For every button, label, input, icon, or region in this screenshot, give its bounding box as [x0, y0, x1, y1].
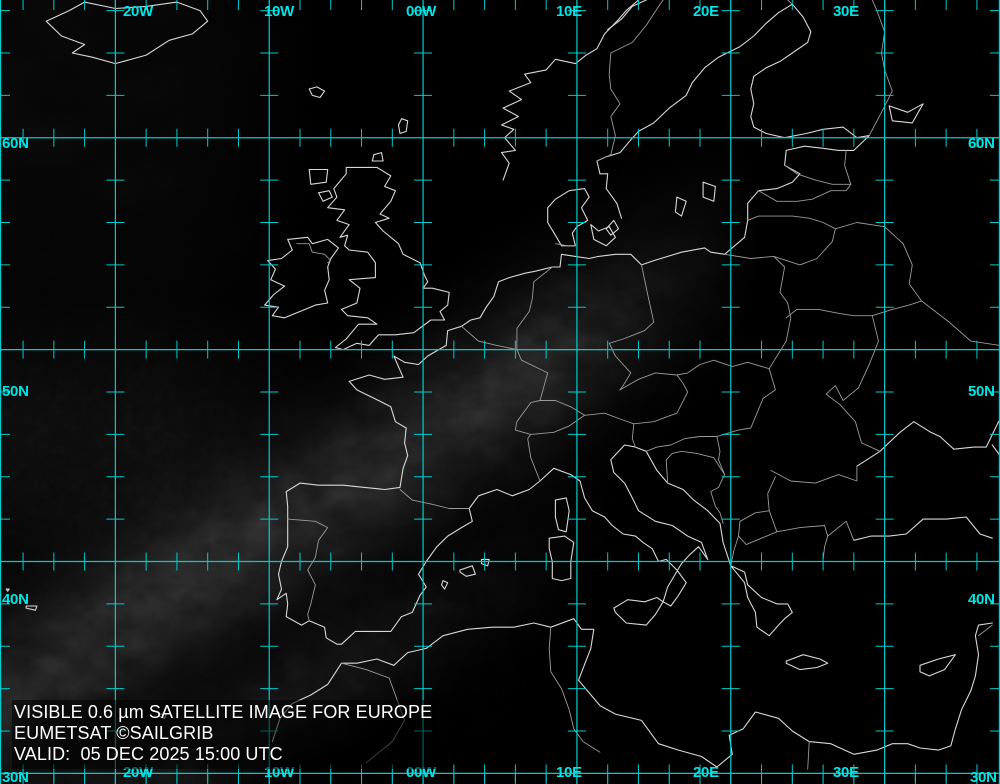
country-border-path — [710, 436, 726, 524]
caption-block: VISIBLE 0.6 µm SATELLITE IMAGE FOR EUROP… — [12, 700, 439, 769]
coastline-path — [856, 421, 1000, 467]
coastline-path — [480, 558, 490, 567]
coastline-path — [551, 135, 870, 268]
coastline-path — [607, 0, 647, 31]
country-border-path — [785, 222, 922, 319]
coastline-path — [371, 152, 384, 162]
coastline-path — [590, 224, 616, 247]
coastline-path — [853, 516, 993, 541]
coastline-path — [264, 236, 340, 319]
coastline-path — [674, 196, 687, 217]
coastline-path — [317, 190, 333, 202]
coastline-path — [547, 188, 590, 247]
country-border-path — [768, 255, 792, 370]
coastline-path — [327, 166, 450, 351]
caption-line-product: VISIBLE 0.6 µm SATELLITE IMAGE FOR EUROP… — [14, 702, 433, 722]
coastline-path — [548, 535, 575, 582]
coastline-path — [440, 580, 449, 590]
country-border-path — [787, 0, 793, 5]
coastline-path — [605, 219, 620, 236]
country-border-path — [770, 465, 858, 484]
country-border-path — [767, 476, 855, 541]
country-border-path — [978, 624, 993, 637]
country-border-path — [807, 741, 810, 770]
country-border-path — [868, 0, 893, 137]
coastline-path — [785, 654, 829, 671]
country-border-path — [825, 315, 881, 452]
coastline-path — [25, 605, 38, 611]
country-border-path — [516, 266, 553, 351]
country-border-path — [724, 253, 775, 259]
coastline-path — [613, 596, 664, 626]
country-border-path — [296, 243, 332, 264]
coastline-path — [919, 654, 956, 677]
coastline-path — [308, 86, 326, 99]
country-border-path — [548, 626, 601, 753]
coastline-path — [702, 181, 716, 202]
country-border-path — [399, 489, 470, 509]
country-border-path — [619, 359, 770, 391]
country-border-path — [596, 0, 664, 162]
country-border-path — [461, 325, 549, 482]
country-border-path — [584, 412, 636, 448]
country-border-path — [633, 374, 689, 425]
country-border-path — [747, 215, 836, 266]
coastline-path — [888, 103, 924, 124]
country-border-path — [758, 183, 852, 202]
country-border-path — [921, 300, 1000, 346]
coastline-path — [271, 618, 993, 768]
coastline-path — [596, 3, 793, 219]
coastline-path — [397, 118, 409, 135]
country-border-path — [665, 450, 726, 484]
coastline-path — [554, 497, 570, 533]
country-border-path — [730, 535, 739, 567]
country-border-path — [287, 518, 329, 622]
coastline-path — [45, 1, 209, 65]
caption-line-valid-time: VALID: 05 DEC 2025 15:00 UTC — [14, 744, 283, 764]
country-border-path — [608, 264, 655, 391]
coastline-path — [991, 444, 1000, 457]
country-border-path — [554, 243, 576, 247]
country-border-path — [822, 535, 829, 560]
coastline-path — [276, 266, 793, 645]
coastline-path — [308, 168, 329, 185]
coastline-path — [5, 588, 10, 592]
coastline-path — [500, 0, 640, 181]
caption-line-attribution: EUMETSAT ©SAILGRIB — [14, 723, 214, 743]
country-border-path — [784, 149, 852, 185]
coastline-path — [459, 565, 476, 577]
